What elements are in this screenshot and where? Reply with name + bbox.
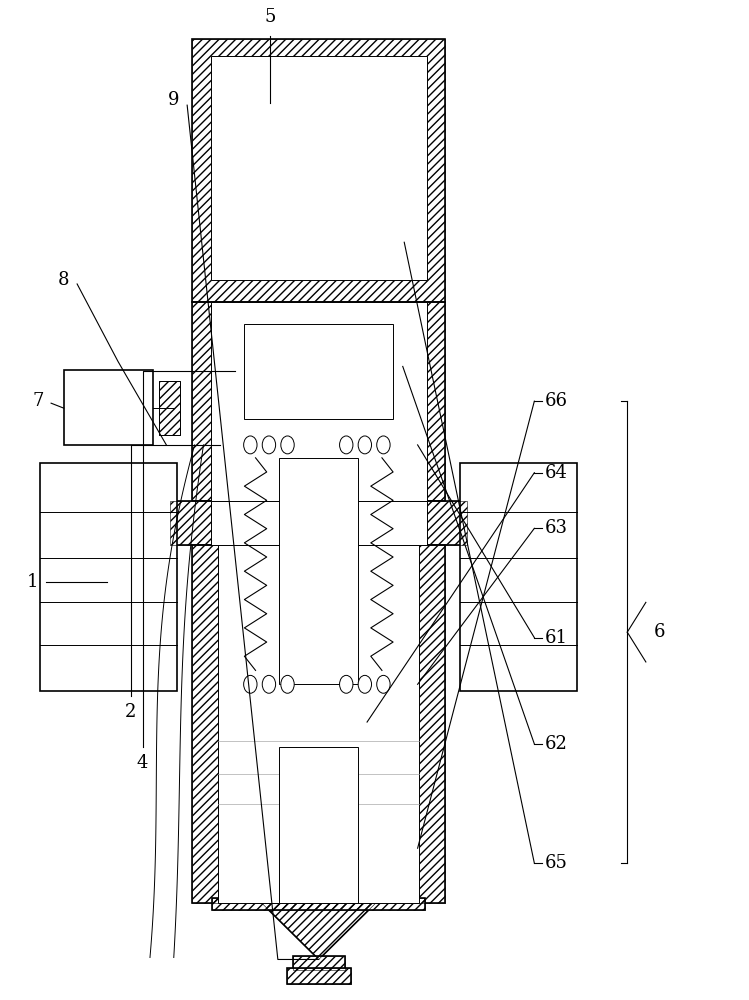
Bar [211, 56, 426, 280]
Bar [192, 302, 445, 501]
Text: 5: 5 [264, 8, 276, 26]
Bar [460, 463, 577, 691]
Circle shape [377, 436, 390, 454]
Text: 7: 7 [32, 392, 43, 410]
Bar [279, 747, 358, 903]
Bar [244, 324, 393, 419]
Bar [287, 968, 351, 984]
Circle shape [358, 675, 372, 693]
Bar [159, 381, 180, 435]
Bar [192, 545, 445, 903]
Bar [170, 501, 467, 545]
Polygon shape [261, 903, 376, 959]
Bar [279, 458, 358, 684]
Bar [192, 39, 445, 302]
Circle shape [377, 675, 390, 693]
Circle shape [262, 436, 276, 454]
Text: 4: 4 [137, 754, 148, 772]
Bar [220, 670, 418, 697]
Bar [192, 302, 445, 501]
Bar [234, 312, 403, 431]
Text: 65: 65 [545, 854, 568, 872]
Text: 1: 1 [27, 573, 38, 591]
Bar [293, 956, 345, 970]
Circle shape [339, 675, 353, 693]
Text: 64: 64 [545, 464, 568, 482]
Circle shape [243, 675, 257, 693]
Bar [192, 545, 445, 903]
Text: 66: 66 [545, 392, 568, 410]
Circle shape [243, 436, 257, 454]
Polygon shape [263, 697, 374, 747]
Text: 2: 2 [125, 703, 136, 721]
Bar [170, 501, 467, 545]
Bar [220, 431, 418, 458]
Circle shape [262, 675, 276, 693]
Bar [293, 956, 345, 970]
Text: 63: 63 [545, 519, 568, 537]
Bar [220, 670, 418, 697]
Bar [192, 39, 445, 302]
Bar [213, 898, 425, 910]
Bar [234, 312, 403, 431]
Circle shape [358, 436, 372, 454]
Circle shape [281, 675, 294, 693]
Text: 6: 6 [653, 623, 665, 641]
Text: 9: 9 [169, 91, 180, 109]
Bar [220, 431, 418, 458]
Bar [219, 545, 419, 903]
Bar [159, 381, 180, 435]
Bar [213, 898, 425, 910]
Bar [211, 501, 426, 545]
Circle shape [281, 436, 294, 454]
Bar [287, 968, 351, 984]
Text: 62: 62 [545, 735, 568, 753]
Bar [40, 463, 178, 691]
Circle shape [339, 436, 353, 454]
Bar [64, 370, 153, 445]
Bar [211, 302, 426, 501]
Text: 8: 8 [58, 271, 70, 289]
Text: 61: 61 [545, 629, 568, 647]
